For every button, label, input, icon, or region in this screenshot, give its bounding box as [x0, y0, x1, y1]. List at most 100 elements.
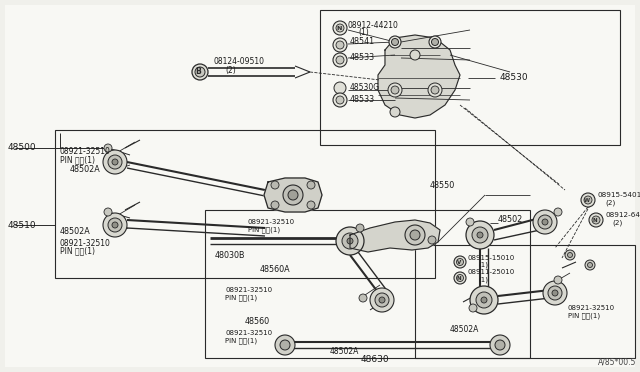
Text: W: W — [584, 198, 590, 202]
Text: PIN ピン(1): PIN ピン(1) — [60, 247, 95, 256]
Circle shape — [356, 224, 364, 232]
Text: V: V — [457, 260, 461, 264]
Text: 48533: 48533 — [350, 96, 375, 105]
Bar — [205, 210, 530, 358]
Text: 48550: 48550 — [430, 180, 455, 189]
Text: 08912-44210: 08912-44210 — [348, 20, 399, 29]
Circle shape — [469, 304, 477, 312]
Circle shape — [359, 294, 367, 302]
Circle shape — [481, 297, 487, 303]
Circle shape — [271, 201, 279, 209]
Circle shape — [108, 218, 122, 232]
Text: N: N — [336, 26, 342, 31]
Circle shape — [584, 196, 592, 204]
Circle shape — [538, 215, 552, 229]
Text: 08921-32510: 08921-32510 — [248, 219, 295, 225]
Text: 48530G: 48530G — [350, 83, 380, 93]
Text: (2): (2) — [605, 200, 615, 206]
Circle shape — [370, 288, 394, 312]
Circle shape — [336, 24, 344, 32]
Circle shape — [280, 340, 290, 350]
Text: 48500: 48500 — [8, 144, 36, 153]
Circle shape — [552, 290, 558, 296]
Circle shape — [333, 21, 347, 35]
Text: 48502A: 48502A — [330, 347, 360, 356]
Text: 48541: 48541 — [350, 38, 375, 46]
Circle shape — [533, 210, 557, 234]
Text: 48510: 48510 — [8, 221, 36, 230]
Circle shape — [588, 263, 593, 267]
Text: 48630: 48630 — [361, 356, 389, 365]
Text: 08912-64010: 08912-64010 — [606, 212, 640, 218]
Circle shape — [283, 185, 303, 205]
Circle shape — [454, 256, 466, 268]
Circle shape — [592, 216, 600, 224]
Circle shape — [336, 56, 344, 64]
Circle shape — [195, 67, 205, 77]
Text: B: B — [195, 67, 201, 77]
Text: 08921-32510: 08921-32510 — [225, 330, 272, 336]
Circle shape — [431, 38, 438, 45]
Circle shape — [542, 219, 548, 225]
Circle shape — [456, 259, 463, 266]
Text: 08921-32510: 08921-32510 — [568, 305, 615, 311]
Polygon shape — [264, 178, 322, 212]
Circle shape — [466, 221, 494, 249]
Circle shape — [589, 213, 603, 227]
Text: (1): (1) — [358, 29, 369, 38]
Circle shape — [410, 230, 420, 240]
Circle shape — [565, 250, 575, 260]
Circle shape — [554, 276, 562, 284]
Text: 48502A: 48502A — [60, 228, 91, 237]
Circle shape — [104, 144, 112, 152]
Circle shape — [112, 159, 118, 165]
Circle shape — [275, 335, 295, 355]
Circle shape — [336, 96, 344, 104]
Bar — [415, 245, 635, 358]
Circle shape — [388, 83, 402, 97]
Circle shape — [333, 93, 347, 107]
Circle shape — [470, 286, 498, 314]
Text: PIN ピン(1): PIN ピン(1) — [248, 227, 280, 233]
Text: 48560: 48560 — [245, 317, 270, 327]
Text: 08921-32510: 08921-32510 — [225, 287, 272, 293]
Text: 48533: 48533 — [350, 54, 375, 62]
Circle shape — [490, 335, 510, 355]
Circle shape — [568, 253, 573, 257]
Circle shape — [472, 227, 488, 243]
Circle shape — [554, 208, 562, 216]
Circle shape — [476, 292, 492, 308]
Circle shape — [495, 340, 505, 350]
Circle shape — [347, 238, 353, 244]
Text: (2): (2) — [225, 67, 236, 76]
Circle shape — [192, 64, 208, 80]
Circle shape — [333, 38, 347, 52]
Text: N: N — [457, 276, 461, 280]
Text: 08915-54010: 08915-54010 — [598, 192, 640, 198]
Circle shape — [104, 208, 112, 216]
Circle shape — [543, 281, 567, 305]
Text: 48530: 48530 — [500, 74, 529, 83]
Text: 48502: 48502 — [498, 215, 524, 224]
Text: N: N — [593, 218, 597, 222]
Circle shape — [112, 222, 118, 228]
Circle shape — [392, 38, 399, 45]
Text: 48030B: 48030B — [215, 250, 246, 260]
Circle shape — [375, 293, 389, 307]
Circle shape — [103, 213, 127, 237]
Polygon shape — [378, 35, 460, 118]
Circle shape — [103, 150, 127, 174]
Circle shape — [585, 260, 595, 270]
Circle shape — [336, 227, 364, 255]
Text: (1): (1) — [478, 277, 488, 283]
Text: 08915-15010: 08915-15010 — [468, 255, 515, 261]
Circle shape — [477, 232, 483, 238]
Text: 48502A: 48502A — [450, 326, 479, 334]
Circle shape — [429, 36, 441, 48]
Circle shape — [336, 41, 344, 49]
Circle shape — [108, 155, 122, 169]
Circle shape — [428, 236, 436, 244]
Text: 08911-25010: 08911-25010 — [468, 269, 515, 275]
Circle shape — [405, 225, 425, 245]
Circle shape — [271, 181, 279, 189]
